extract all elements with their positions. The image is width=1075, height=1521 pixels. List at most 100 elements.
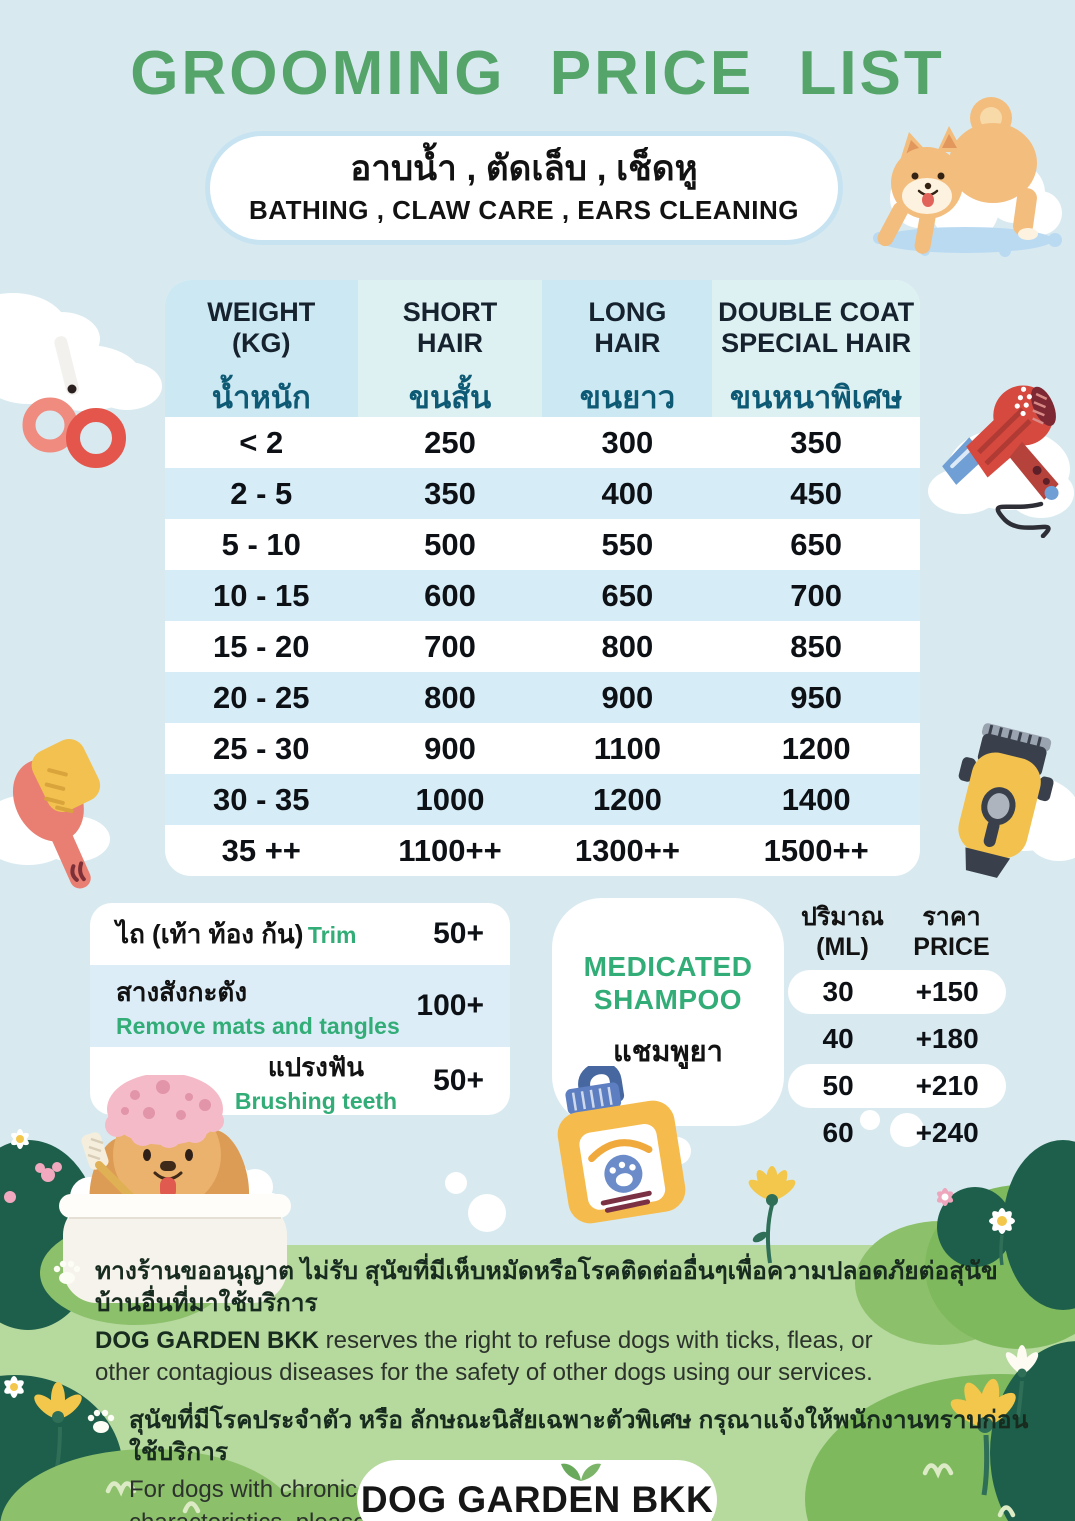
bush-shape — [0, 1449, 300, 1521]
price-cell-double: 950 — [790, 679, 843, 715]
flower-shape — [950, 1345, 1039, 1496]
price-cell-double: 350 — [790, 424, 843, 460]
shampoo-row: 30 +150 — [788, 970, 1006, 1014]
price-cell-long: 300 — [601, 424, 654, 460]
shampoo-price: +150 — [915, 976, 979, 1007]
shampoo-column-price: ราคา PRICE — [913, 903, 990, 961]
shampoo-table-header: ปริมาณ (ML) ราคา PRICE — [788, 903, 1006, 962]
service-price: 50+ — [433, 1064, 484, 1097]
shiba-dog-illustration — [873, 97, 1062, 257]
subtitle-thai: อาบน้ำ , ตัดเล็บ , เช็ดหู — [350, 148, 698, 188]
bubble-shape — [860, 1110, 880, 1130]
leaf-icon — [560, 1463, 601, 1481]
price-table-row: 15 - 20 700 800 850 — [165, 621, 920, 672]
brush-illustration — [12, 738, 101, 889]
price-cell-long: 1100 — [593, 730, 662, 766]
paw-icon — [53, 1260, 81, 1284]
price-cell-short: 350 — [424, 475, 476, 511]
price-cell-long: 550 — [601, 526, 654, 562]
price-table-row: 30 - 35 1000 1200 1400 — [165, 774, 920, 825]
flower-shape — [936, 1188, 1015, 1266]
service-row-trim: ไถ (เท้า ท้อง ก้น) Trim 50+ — [90, 903, 510, 965]
price-cell-double: 700 — [790, 577, 843, 613]
price-cell-weight: 20 - 25 — [213, 679, 310, 715]
price-cell-weight: 5 - 10 — [221, 526, 301, 562]
page-title: GROOMING PRICE LIST — [130, 39, 945, 108]
shampoo-row: 40 +180 — [788, 1017, 1006, 1061]
price-table-row: 35 ++ 1100++ 1300++ 1500++ — [165, 825, 920, 876]
bush-shape — [990, 1341, 1075, 1521]
price-cell-double: 1500++ — [763, 832, 869, 868]
price-cell-weight: < 2 — [239, 424, 284, 460]
shampoo-column-volume: ปริมาณ (ML) — [800, 903, 884, 961]
shampoo-price-table: ปริมาณ (ML) ราคา PRICE 30 +150 40 +180 50 +21… — [788, 903, 1006, 1155]
shampoo-bottle-illustration — [557, 1066, 686, 1224]
flower-shape — [4, 1129, 62, 1203]
price-cell-weight: 30 - 35 — [213, 781, 310, 817]
price-cell-long: 400 — [601, 475, 654, 511]
price-cell-weight: 25 - 30 — [213, 730, 310, 766]
price-cell-weight: 15 - 20 — [213, 628, 310, 664]
bubble-shape — [890, 1113, 924, 1147]
subtitle-english: BATHING , CLAW CARE , EARS CLEANING — [248, 195, 800, 226]
price-table-row: 5 - 10 500 550 650 — [165, 519, 920, 570]
price-cell-long: 1200 — [592, 781, 662, 817]
price-table-row: 10 - 15 600 650 700 — [165, 570, 920, 621]
price-table-body: < 2 250 300 350 2 - 5 350 400 450 5 - 10 500 550 65… — [165, 417, 920, 876]
note-thai: สุนัขที่มีโรคประจำตัว หรือ ลักษณะนิสัยเฉ… — [129, 1407, 1029, 1467]
service-thai: ไถ (เท้า ท้อง ก้น) — [116, 918, 304, 949]
price-cell-short: 900 — [424, 730, 476, 766]
shampoo-price: +180 — [915, 1023, 979, 1054]
paw-icon — [87, 1410, 115, 1434]
shampoo-price: +210 — [915, 1070, 979, 1101]
service-row-mats: สางสังกะตัง Remove mats and tangles 100+ — [90, 965, 510, 1047]
shampoo-price: +240 — [915, 1117, 979, 1148]
price-cell-long: 900 — [601, 679, 654, 715]
service-row-teeth: แปรงฟัน Brushing teeth 50+ — [90, 1047, 510, 1115]
medicated-shampoo-title: MEDICATED SHAMPOO — [583, 950, 753, 1015]
price-cell-double: 1400 — [781, 781, 851, 817]
shampoo-row: 60 +240 — [788, 1111, 1006, 1155]
price-cell-weight: 35 ++ — [221, 832, 301, 868]
service-english: Trim — [307, 921, 357, 948]
price-cell-double: 1200 — [781, 730, 851, 766]
shampoo-rows: 30 +150 40 +180 50 +210 60 +240 — [788, 970, 1006, 1155]
service-price: 100+ — [416, 989, 484, 1022]
price-cell-double: 650 — [790, 526, 843, 562]
service-price: 50+ — [433, 917, 484, 950]
column-header-long-hair: LONG HAIR ขนยาว — [542, 280, 713, 417]
note-refuse-policy: ทางร้านขออนุญาต ไม่รับ สุนัขที่มีเห็บหมั… — [52, 1256, 1032, 1389]
subtitle-banner: อาบน้ำ , ตัดเล็บ , เช็ดหู BATHING , CLAW… — [205, 131, 843, 245]
price-table-row: 2 - 5 350 400 450 — [165, 468, 920, 519]
column-header-short-hair: SHORT HAIR ขนสั้น — [357, 280, 543, 417]
note-thai: ทางร้านขออนุญาต ไม่รับ สุนัขที่มีเห็บหมั… — [95, 1258, 998, 1317]
note-english: DOG GARDEN BKK reserves the right to ref… — [95, 1326, 873, 1387]
service-thai: แปรงฟัน — [267, 1052, 365, 1082]
service-english: Brushing teeth — [234, 1088, 398, 1114]
price-cell-weight: 2 - 5 — [230, 475, 293, 511]
column-header-double-coat: DOUBLE COAT SPECIAL HAIR ขนหนาพิเศษ — [712, 280, 920, 417]
price-cell-short: 500 — [424, 526, 476, 562]
bubble-shape — [468, 1194, 506, 1232]
service-thai: สางสังกะตัง — [116, 977, 248, 1007]
scissors-illustration — [22, 336, 126, 468]
column-header-weight: WEIGHT (KG) น้ำหนัก — [165, 280, 358, 417]
logo-text: DOG GARDEN BKK — [360, 1479, 714, 1520]
cloud-shape — [92, 362, 162, 410]
shampoo-volume: 50 — [822, 1070, 854, 1101]
price-cell-short: 250 — [424, 424, 476, 460]
price-cell-double: 450 — [790, 475, 843, 511]
price-cell-short: 1100++ — [398, 832, 502, 868]
dog-in-bathtub-illustration — [59, 1075, 291, 1303]
price-table: WEIGHT (KG) น้ำหนัก SHORT HAIR ขนสั้น LONG… — [165, 280, 920, 876]
price-cell-short: 800 — [424, 679, 476, 715]
cloud-shape — [1028, 815, 1075, 861]
bush-shape — [1003, 1140, 1075, 1310]
price-table-header: WEIGHT (KG) น้ำหนัก SHORT HAIR ขนสั้น LONG… — [165, 280, 920, 417]
price-cell-weight: 10 - 15 — [213, 577, 310, 613]
clippers-illustration — [958, 723, 1054, 878]
medicated-shampoo-thai: แชมพูยา — [613, 1036, 723, 1069]
price-table-row: < 2 250 300 350 — [165, 417, 920, 468]
shampoo-volume: 40 — [822, 1023, 854, 1054]
